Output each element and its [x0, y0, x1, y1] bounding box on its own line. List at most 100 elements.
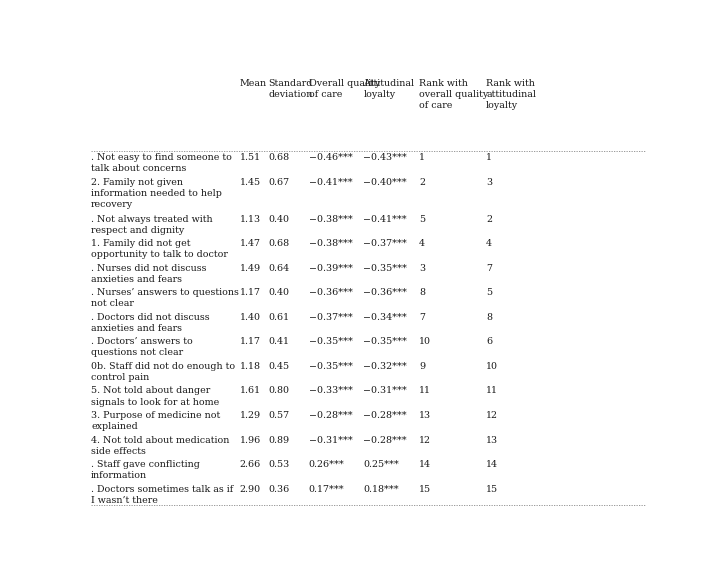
Text: −0.36***: −0.36***	[309, 288, 353, 297]
Text: 13: 13	[486, 436, 498, 444]
Text: . Not always treated with
respect and dignity: . Not always treated with respect and di…	[91, 215, 212, 235]
Text: 11: 11	[419, 387, 431, 395]
Text: −0.43***: −0.43***	[364, 153, 408, 162]
Text: 10: 10	[419, 338, 431, 346]
Text: 0.68: 0.68	[269, 239, 289, 248]
Text: 9: 9	[419, 362, 426, 371]
Text: −0.36***: −0.36***	[364, 288, 408, 297]
Text: 0.26***: 0.26***	[309, 460, 344, 469]
Text: 7: 7	[486, 264, 492, 273]
Text: −0.35***: −0.35***	[364, 264, 408, 273]
Text: 1. Family did not get
opportunity to talk to doctor: 1. Family did not get opportunity to tal…	[91, 239, 228, 259]
Text: . Nurses did not discuss
anxieties and fears: . Nurses did not discuss anxieties and f…	[91, 264, 207, 284]
Text: 0.25***: 0.25***	[364, 460, 399, 469]
Text: 0.45: 0.45	[269, 362, 289, 371]
Text: 2: 2	[486, 215, 492, 224]
Text: 0.40: 0.40	[269, 288, 289, 297]
Text: −0.37***: −0.37***	[309, 313, 353, 322]
Text: 1.17: 1.17	[240, 338, 261, 346]
Text: . Not easy to find someone to
talk about concerns: . Not easy to find someone to talk about…	[91, 153, 232, 173]
Text: 1.17: 1.17	[240, 288, 261, 297]
Text: 0.36: 0.36	[269, 485, 290, 493]
Text: 0.53: 0.53	[269, 460, 290, 469]
Text: −0.32***: −0.32***	[364, 362, 408, 371]
Text: −0.35***: −0.35***	[364, 338, 408, 346]
Text: . Staff gave conflicting
information: . Staff gave conflicting information	[91, 460, 200, 480]
Text: −0.35***: −0.35***	[309, 338, 353, 346]
Text: 4: 4	[419, 239, 426, 248]
Text: 14: 14	[486, 460, 498, 469]
Text: 3. Purpose of medicine not
explained: 3. Purpose of medicine not explained	[91, 411, 220, 431]
Text: 0.41: 0.41	[269, 338, 289, 346]
Text: 0.64: 0.64	[269, 264, 289, 273]
Text: Mean: Mean	[240, 79, 266, 88]
Text: 1.47: 1.47	[240, 239, 261, 248]
Text: 0.67: 0.67	[269, 178, 289, 187]
Text: . Doctors did not discuss
anxieties and fears: . Doctors did not discuss anxieties and …	[91, 313, 210, 333]
Text: 4. Not told about medication
side effects: 4. Not told about medication side effect…	[91, 436, 230, 456]
Text: 2.90: 2.90	[240, 485, 261, 493]
Text: 0.18***: 0.18***	[364, 485, 399, 493]
Text: 0.80: 0.80	[269, 387, 289, 395]
Text: 15: 15	[419, 485, 431, 493]
Text: 5: 5	[486, 288, 492, 297]
Text: −0.28***: −0.28***	[364, 436, 407, 444]
Text: 2. Family not given
information needed to help
recovery: 2. Family not given information needed t…	[91, 178, 222, 209]
Text: −0.33***: −0.33***	[309, 387, 353, 395]
Text: 0.57: 0.57	[269, 411, 289, 420]
Text: 2: 2	[419, 178, 426, 187]
Text: −0.41***: −0.41***	[364, 215, 407, 224]
Text: 0.61: 0.61	[269, 313, 289, 322]
Text: −0.37***: −0.37***	[364, 239, 408, 248]
Text: 0.68: 0.68	[269, 153, 289, 162]
Text: 5. Not told about danger
signals to look for at home: 5. Not told about danger signals to look…	[91, 387, 220, 406]
Text: −0.38***: −0.38***	[309, 215, 353, 224]
Text: 2.66: 2.66	[240, 460, 261, 469]
Text: −0.35***: −0.35***	[309, 362, 353, 371]
Text: 0.17***: 0.17***	[309, 485, 344, 493]
Text: 1.49: 1.49	[240, 264, 261, 273]
Text: 13: 13	[419, 411, 431, 420]
Text: 10: 10	[486, 362, 498, 371]
Text: −0.38***: −0.38***	[309, 239, 353, 248]
Text: Attitudinal
loyalty: Attitudinal loyalty	[364, 79, 415, 99]
Text: −0.41***: −0.41***	[309, 178, 352, 187]
Text: Rank with
attitudinal
loyalty: Rank with attitudinal loyalty	[486, 79, 536, 110]
Text: 7: 7	[419, 313, 426, 322]
Text: 5: 5	[419, 215, 426, 224]
Text: 1: 1	[486, 153, 492, 162]
Text: 3: 3	[419, 264, 426, 273]
Text: 4: 4	[486, 239, 492, 248]
Text: −0.34***: −0.34***	[364, 313, 408, 322]
Text: 14: 14	[419, 460, 431, 469]
Text: −0.46***: −0.46***	[309, 153, 353, 162]
Text: 8: 8	[486, 313, 492, 322]
Text: −0.28***: −0.28***	[309, 411, 352, 420]
Text: 3: 3	[486, 178, 492, 187]
Text: 1.61: 1.61	[240, 387, 261, 395]
Text: 1.13: 1.13	[240, 215, 261, 224]
Text: 1.45: 1.45	[240, 178, 261, 187]
Text: 1.40: 1.40	[240, 313, 261, 322]
Text: . Doctors sometimes talk as if
I wasn’t there: . Doctors sometimes talk as if I wasn’t …	[91, 485, 233, 505]
Text: 1.96: 1.96	[240, 436, 261, 444]
Text: 15: 15	[486, 485, 498, 493]
Text: 8: 8	[419, 288, 426, 297]
Text: Rank with
overall quality
of care: Rank with overall quality of care	[419, 79, 488, 110]
Text: 0.89: 0.89	[269, 436, 289, 444]
Text: 0.40: 0.40	[269, 215, 289, 224]
Text: 1.18: 1.18	[240, 362, 261, 371]
Text: 1.29: 1.29	[240, 411, 261, 420]
Text: Standard
deviation: Standard deviation	[269, 79, 313, 99]
Text: Overall quality
of care: Overall quality of care	[309, 79, 380, 99]
Text: . Doctors’ answers to
questions not clear: . Doctors’ answers to questions not clea…	[91, 338, 193, 357]
Text: 1.51: 1.51	[240, 153, 261, 162]
Text: −0.40***: −0.40***	[364, 178, 407, 187]
Text: 1: 1	[419, 153, 426, 162]
Text: 12: 12	[419, 436, 431, 444]
Text: −0.28***: −0.28***	[364, 411, 407, 420]
Text: 12: 12	[486, 411, 498, 420]
Text: 11: 11	[486, 387, 498, 395]
Text: . Nurses’ answers to questions
not clear: . Nurses’ answers to questions not clear	[91, 288, 239, 308]
Text: 0b. Staff did not do enough to
control pain: 0b. Staff did not do enough to control p…	[91, 362, 235, 382]
